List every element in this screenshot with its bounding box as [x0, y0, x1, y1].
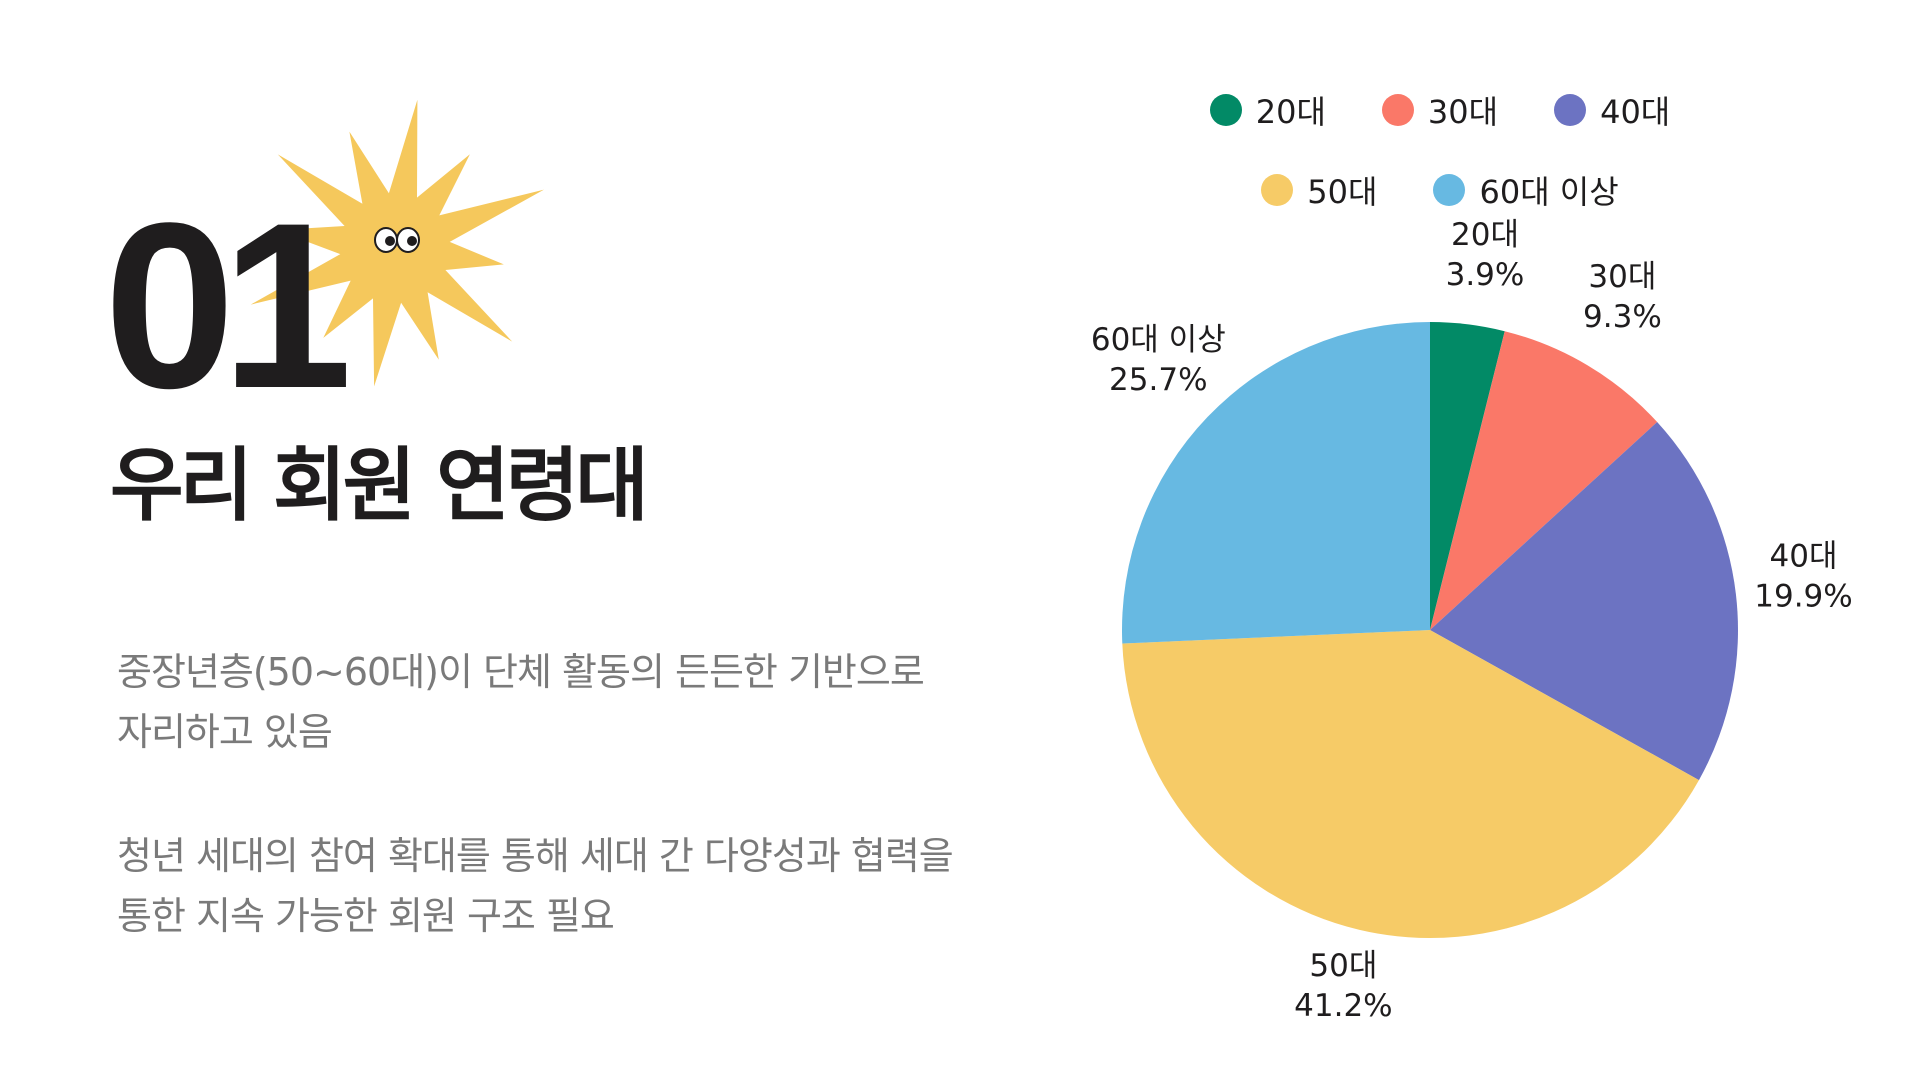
- paragraph-line: 청년 세대의 참여 확대를 통해 세대 간 다양성과 협력을: [117, 834, 954, 878]
- star-mascot-icon: [250, 100, 544, 387]
- legend-item[interactable]: 30대: [1381, 87, 1499, 133]
- legend-swatch: [1261, 174, 1294, 206]
- slice-value-label: 19.9%: [1754, 578, 1852, 614]
- legend-item[interactable]: 40대: [1554, 87, 1670, 133]
- slice-value-label: 25.7%: [1109, 362, 1207, 398]
- description-paragraph-2: 청년 세대의 참여 확대를 통해 세대 간 다양성과 협력을 통한 지속 가능한…: [117, 826, 1077, 946]
- pie-slices: [1122, 322, 1738, 938]
- legend-swatch: [1433, 174, 1466, 206]
- pie-slice[interactable]: [1122, 322, 1430, 644]
- slice-value-label: 3.9%: [1446, 257, 1525, 293]
- description-paragraph-1: 중장년층(50~60대)이 단체 활동의 든든한 기반으로 자리하고 있음: [117, 642, 1077, 762]
- paragraph-line: 자리하고 있음: [117, 710, 333, 754]
- legend-label: 50대: [1307, 173, 1378, 211]
- legend-label: 20대: [1255, 93, 1326, 131]
- paragraph-line: 중장년층(50~60대)이 단체 활동의 든든한 기반으로: [117, 650, 925, 694]
- slice-value-label: 41.2%: [1294, 988, 1392, 1024]
- legend-item[interactable]: 20대: [1209, 87, 1326, 133]
- legend-label: 60대 이상: [1479, 173, 1619, 211]
- legend-item[interactable]: 60대 이상: [1433, 167, 1619, 213]
- slice-category-label: 30대: [1588, 259, 1656, 295]
- chart-legend: 20대 30대 40대 50대 60대 이상: [1130, 70, 1750, 230]
- legend-swatch: [1554, 94, 1587, 126]
- slice-category-label: 40대: [1770, 538, 1838, 574]
- section-number: 01: [104, 174, 352, 438]
- legend-row: 50대 60대 이상: [1130, 150, 1750, 230]
- paragraph-line: 통한 지속 가능한 회원 구조 필요: [117, 894, 615, 938]
- slice-category-label: 50대: [1309, 948, 1377, 984]
- pie-slice[interactable]: [1122, 630, 1699, 938]
- legend-label: 30대: [1427, 93, 1499, 131]
- pie-slice[interactable]: [1430, 422, 1738, 781]
- legend-swatch: [1381, 94, 1414, 126]
- page-title: 우리 회원 연령대: [110, 439, 649, 532]
- slice-category-label: 60대 이상: [1091, 322, 1226, 358]
- legend-swatch: [1209, 94, 1242, 126]
- legend-row: 20대 30대 40대: [1130, 70, 1750, 150]
- pie-slice[interactable]: [1430, 322, 1505, 630]
- pie-slice[interactable]: [1430, 331, 1658, 630]
- legend-item[interactable]: 50대: [1261, 167, 1377, 213]
- legend-label: 40대: [1600, 93, 1671, 131]
- mascot-eyes: [374, 227, 420, 253]
- slice-value-label: 9.3%: [1583, 299, 1662, 335]
